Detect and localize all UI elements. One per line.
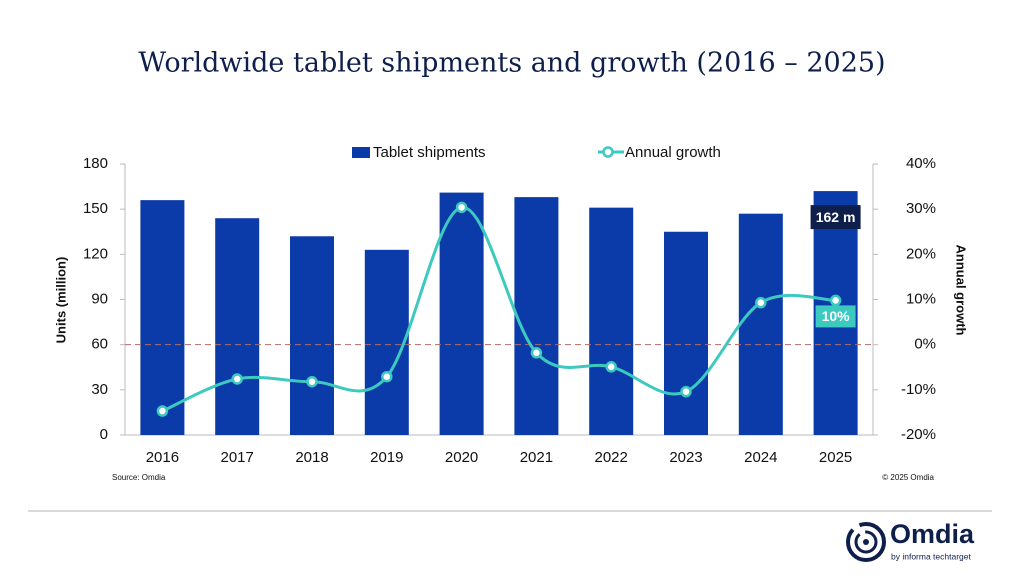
y2-tick-label: 0%	[914, 336, 936, 353]
y2-tick-label: -10%	[901, 381, 936, 398]
growth-marker	[530, 347, 543, 359]
y2-tick-label: 20%	[906, 245, 936, 262]
y-tick-label: 120	[83, 245, 108, 262]
x-tick-label: 2019	[370, 449, 403, 466]
bar	[664, 231, 708, 435]
growth-marker	[455, 201, 468, 214]
growth-marker	[231, 373, 243, 385]
x-tick-label: 2016	[146, 449, 179, 466]
x-tick-label: 2024	[744, 449, 777, 466]
y2-tick-label: 10%	[906, 290, 936, 307]
y2-axis-label: Annual growth	[954, 245, 969, 336]
growth-marker	[381, 370, 393, 383]
y2-tick-label: 30%	[906, 200, 936, 217]
legend-label: Annual growth	[625, 144, 721, 161]
growth-marker	[156, 405, 169, 417]
growth-line	[161, 205, 836, 413]
growth-marker	[829, 294, 842, 307]
y-tick-label: 150	[83, 200, 108, 217]
bar	[290, 236, 334, 435]
y-tick-label: 30	[91, 381, 108, 398]
bar	[140, 200, 185, 435]
growth-marker	[605, 361, 617, 373]
x-tick-label: 2023	[669, 449, 702, 466]
growth-marker	[755, 296, 767, 309]
logo: Omdia	[890, 519, 975, 549]
legend-label: Tablet shipments	[373, 144, 486, 161]
value-label: 10%	[822, 308, 851, 324]
y-tick-label: 0	[100, 426, 108, 443]
x-tick-label: 2022	[595, 449, 628, 466]
x-tick-label: 2021	[520, 449, 553, 466]
value-label-box	[815, 305, 856, 328]
bar	[514, 197, 559, 435]
y-tick-label: 90	[91, 290, 108, 307]
bar	[215, 218, 260, 435]
logo-icon	[846, 522, 886, 562]
chart-title: Worldwide tablet shipments and growth (2…	[138, 48, 885, 79]
y-axis-label: Units (million)	[53, 257, 68, 344]
bar	[738, 213, 783, 435]
source: Source: Omdia	[112, 473, 166, 482]
x-tick-label: 2018	[295, 449, 328, 466]
bar	[589, 207, 634, 435]
bar	[364, 249, 409, 435]
y2-tick-label: 40%	[906, 155, 936, 172]
copyright: © 2025 Omdia	[882, 473, 934, 482]
y2-tick-label: -20%	[901, 426, 936, 443]
growth-marker	[306, 375, 318, 388]
x-tick-label: 2020	[445, 449, 478, 466]
y-tick-label: 180	[83, 155, 108, 172]
growth-marker	[680, 385, 692, 398]
y-tick-label: 60	[91, 336, 108, 353]
x-tick-label: 2025	[819, 449, 852, 466]
legend-swatch	[352, 147, 370, 158]
value-label: 162 m	[816, 209, 856, 225]
legend-marker	[602, 146, 614, 158]
bar	[439, 192, 484, 435]
value-label-box	[810, 205, 861, 230]
tagline: by informa techtarget	[891, 551, 971, 561]
x-tick-label: 2017	[221, 449, 254, 466]
